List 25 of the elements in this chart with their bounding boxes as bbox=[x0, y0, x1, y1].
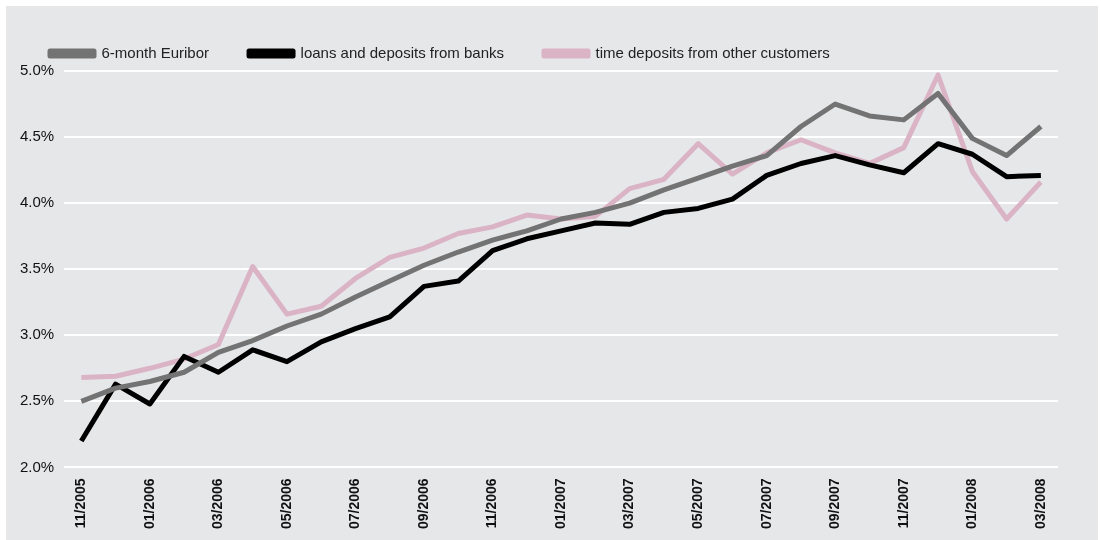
x-tick-label: 01/2007 bbox=[551, 478, 568, 529]
x-tick-label: 03/2006 bbox=[209, 478, 226, 529]
y-tick-label: 3.0% bbox=[19, 325, 55, 343]
x-tick-label: 07/2007 bbox=[757, 478, 774, 529]
y-tick-label: 2.0% bbox=[19, 457, 55, 475]
x-tick-label: 05/2007 bbox=[689, 478, 706, 529]
y-tick-label: 3.5% bbox=[19, 259, 55, 277]
x-tick-label: 03/2007 bbox=[620, 478, 637, 529]
legend-label: 6-month Euribor bbox=[101, 43, 210, 61]
x-tick-label: 11/2005 bbox=[72, 478, 89, 529]
x-tick-label: 09/2007 bbox=[826, 478, 843, 529]
x-tick-label: 05/2006 bbox=[277, 478, 294, 529]
x-tick-label: 01/2006 bbox=[140, 478, 157, 529]
x-tick-label: 07/2006 bbox=[346, 478, 363, 529]
y-tick-label: 2.5% bbox=[19, 391, 55, 409]
legend-label: loans and deposits from banks bbox=[300, 43, 504, 61]
x-tick-label: 11/2006 bbox=[483, 478, 500, 529]
x-tick-label: 11/2007 bbox=[894, 478, 911, 529]
y-tick-label: 4.5% bbox=[19, 127, 55, 145]
y-tick-label: 4.0% bbox=[19, 193, 55, 211]
x-tick-label: 01/2008 bbox=[963, 478, 980, 529]
legend-label: time deposits from other customers bbox=[595, 43, 830, 61]
x-tick-label: 09/2006 bbox=[414, 478, 431, 529]
x-tick-label: 03/2008 bbox=[1031, 478, 1048, 529]
y-tick-label: 5.0% bbox=[19, 61, 55, 79]
